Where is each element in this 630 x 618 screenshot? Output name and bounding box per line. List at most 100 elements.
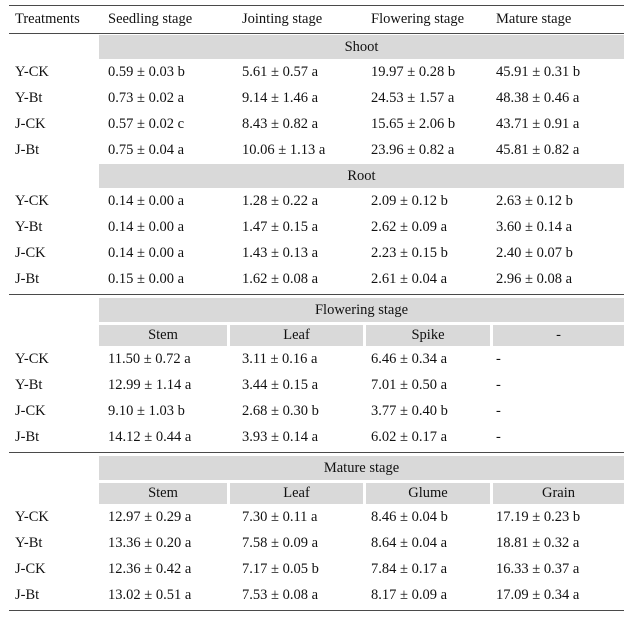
value-cell: 0.14 ± 0.00 a <box>108 219 185 235</box>
value-cell: 7.53 ± 0.08 a <box>242 587 319 603</box>
value-cell: 8.46 ± 0.04 b <box>371 509 448 525</box>
value-cell: 2.63 ± 0.12 b <box>496 193 573 209</box>
table-body: Shoot Y-CK 0.59 ± 0.03 b 5.61 ± 0.57 a 19.97… <box>9 34 624 611</box>
treatment-label: J-CK <box>15 116 46 132</box>
treatment-label: Y-Bt <box>15 219 43 235</box>
value-cell: 2.62 ± 0.09 a <box>371 219 448 235</box>
value-cell: 3.60 ± 0.14 a <box>496 219 573 235</box>
value-cell: 12.97 ± 0.29 a <box>108 509 192 525</box>
treatment-label: J-CK <box>15 561 46 577</box>
table-row: Y-Bt 0.73 ± 0.02 a 9.14 ± 1.46 a 24.53 ± 1.… <box>9 85 624 111</box>
value-cell: 6.46 ± 0.34 a <box>371 351 448 367</box>
treatment-label: Y-Bt <box>15 90 43 106</box>
table-row: J-CK 0.14 ± 0.00 a 1.43 ± 0.13 a 2.23 ± 0.1… <box>9 240 624 266</box>
value-cell: 6.02 ± 0.17 a <box>371 429 448 445</box>
value-cell: 12.36 ± 0.42 a <box>108 561 192 577</box>
treatment-label: Y-CK <box>15 351 49 367</box>
treatment-label: Y-Bt <box>15 535 43 551</box>
value-cell: 1.62 ± 0.08 a <box>242 271 319 287</box>
value-cell: 43.71 ± 0.91 a <box>496 116 580 132</box>
value-cell: 3.77 ± 0.40 b <box>371 403 448 419</box>
value-cell: 45.81 ± 0.82 a <box>496 142 580 158</box>
flowering-title-row: Flowering stage <box>9 295 624 322</box>
mature-col-3: Glume <box>366 483 490 504</box>
treatment-label: Y-CK <box>15 193 49 209</box>
value-cell: 0.73 ± 0.02 a <box>108 90 185 106</box>
value-cell: 2.68 ± 0.30 b <box>242 403 319 419</box>
table-row: Y-CK 0.59 ± 0.03 b 5.61 ± 0.57 a 19.97 ± 0.… <box>9 59 624 85</box>
value-cell: 9.10 ± 1.03 b <box>108 403 185 419</box>
table-row: Y-Bt 13.36 ± 0.20 a 7.58 ± 0.09 a 8.64 ± 0.… <box>9 530 624 556</box>
table-row: J-Bt 14.12 ± 0.44 a 3.93 ± 0.14 a 6.02 ± 0.… <box>9 424 624 450</box>
value-cell: 2.09 ± 0.12 b <box>371 193 448 209</box>
treatment-label: J-Bt <box>15 429 40 445</box>
value-cell: 16.33 ± 0.37 a <box>496 561 580 577</box>
value-cell: 9.14 ± 1.46 a <box>242 90 319 106</box>
value-cell: 23.96 ± 0.82 a <box>371 142 455 158</box>
table-row: Y-Bt 0.14 ± 0.00 a 1.47 ± 0.15 a 2.62 ± 0.0… <box>9 214 624 240</box>
mature-title: Mature stage <box>99 456 624 480</box>
table-row: Y-CK 11.50 ± 0.72 a 3.11 ± 0.16 a 6.46 ± 0.… <box>9 346 624 372</box>
value-cell: 7.01 ± 0.50 a <box>371 377 448 393</box>
value-cell: 48.38 ± 0.46 a <box>496 90 580 106</box>
value-cell: - <box>496 429 501 445</box>
value-cell: 2.40 ± 0.07 b <box>496 245 573 261</box>
value-cell: 0.14 ± 0.00 a <box>108 245 185 261</box>
treatment-label: Y-Bt <box>15 377 43 393</box>
treatment-label: J-CK <box>15 403 46 419</box>
header-flowering: Flowering stage <box>371 11 465 27</box>
flowering-col-2: Leaf <box>230 325 363 346</box>
value-cell: 0.14 ± 0.00 a <box>108 193 185 209</box>
value-cell: 1.28 ± 0.22 a <box>242 193 319 209</box>
shoot-title-row: Shoot <box>9 34 624 59</box>
value-cell: 11.50 ± 0.72 a <box>108 351 191 367</box>
value-cell: 17.09 ± 0.34 a <box>496 587 580 603</box>
value-cell: 19.97 ± 0.28 b <box>371 64 456 80</box>
value-cell: 15.65 ± 2.06 b <box>371 116 456 132</box>
header-rule <box>9 33 624 34</box>
header-jointing: Jointing stage <box>242 11 323 27</box>
value-cell: 7.84 ± 0.17 a <box>371 561 448 577</box>
value-cell: 13.36 ± 0.20 a <box>108 535 192 551</box>
value-cell: 45.91 ± 0.31 b <box>496 64 581 80</box>
table-row: Y-CK 0.14 ± 0.00 a 1.28 ± 0.22 a 2.09 ± 0.1… <box>9 188 624 214</box>
treatment-label: Y-CK <box>15 64 49 80</box>
value-cell: - <box>496 351 501 367</box>
shoot-title: Shoot <box>99 35 624 59</box>
value-cell: 0.59 ± 0.03 b <box>108 64 185 80</box>
value-cell: 13.02 ± 0.51 a <box>108 587 192 603</box>
mature-title-row: Mature stage <box>9 453 624 480</box>
value-cell: 1.43 ± 0.13 a <box>242 245 319 261</box>
table-row: J-Bt 0.15 ± 0.00 a 1.62 ± 0.08 a 2.61 ± 0.0… <box>9 266 624 292</box>
root-title-row: Root <box>9 163 624 188</box>
value-cell: 7.30 ± 0.11 a <box>242 509 318 525</box>
value-cell: 3.44 ± 0.15 a <box>242 377 319 393</box>
value-cell: 2.61 ± 0.04 a <box>371 271 448 287</box>
biomass-table: Treatments Seedling stage Jointing stage… <box>9 5 624 611</box>
value-cell: 8.64 ± 0.04 a <box>371 535 448 551</box>
table-row: J-CK 0.57 ± 0.02 c 8.43 ± 0.82 a 15.65 ± 2.… <box>9 111 624 137</box>
treatment-label: J-CK <box>15 245 46 261</box>
treatment-label: J-Bt <box>15 142 40 158</box>
mature-subheader-row: Stem Leaf Glume Grain <box>9 480 624 504</box>
value-cell: - <box>496 403 501 419</box>
table-row: Y-CK 12.97 ± 0.29 a 7.30 ± 0.11 a 8.46 ± 0.… <box>9 504 624 530</box>
value-cell: 17.19 ± 0.23 b <box>496 509 581 525</box>
value-cell: 0.15 ± 0.00 a <box>108 271 185 287</box>
section-rule-2 <box>9 452 624 453</box>
value-cell: 2.96 ± 0.08 a <box>496 271 573 287</box>
flowering-col-4: - <box>493 325 624 346</box>
bottom-rule <box>9 610 624 611</box>
value-cell: 7.17 ± 0.05 b <box>242 561 319 577</box>
treatment-label: J-Bt <box>15 271 40 287</box>
value-cell: 5.61 ± 0.57 a <box>242 64 319 80</box>
treatment-label: J-Bt <box>15 587 40 603</box>
table-row: J-Bt 13.02 ± 0.51 a 7.53 ± 0.08 a 8.17 ± 0.… <box>9 582 624 608</box>
flowering-title: Flowering stage <box>99 298 624 322</box>
mature-col-2: Leaf <box>230 483 363 504</box>
value-cell: 0.57 ± 0.02 c <box>108 116 185 132</box>
header-treatments: Treatments <box>15 11 80 27</box>
value-cell: 18.81 ± 0.32 a <box>496 535 580 551</box>
header-seedling: Seedling stage <box>108 11 193 27</box>
value-cell: 12.99 ± 1.14 a <box>108 377 192 393</box>
